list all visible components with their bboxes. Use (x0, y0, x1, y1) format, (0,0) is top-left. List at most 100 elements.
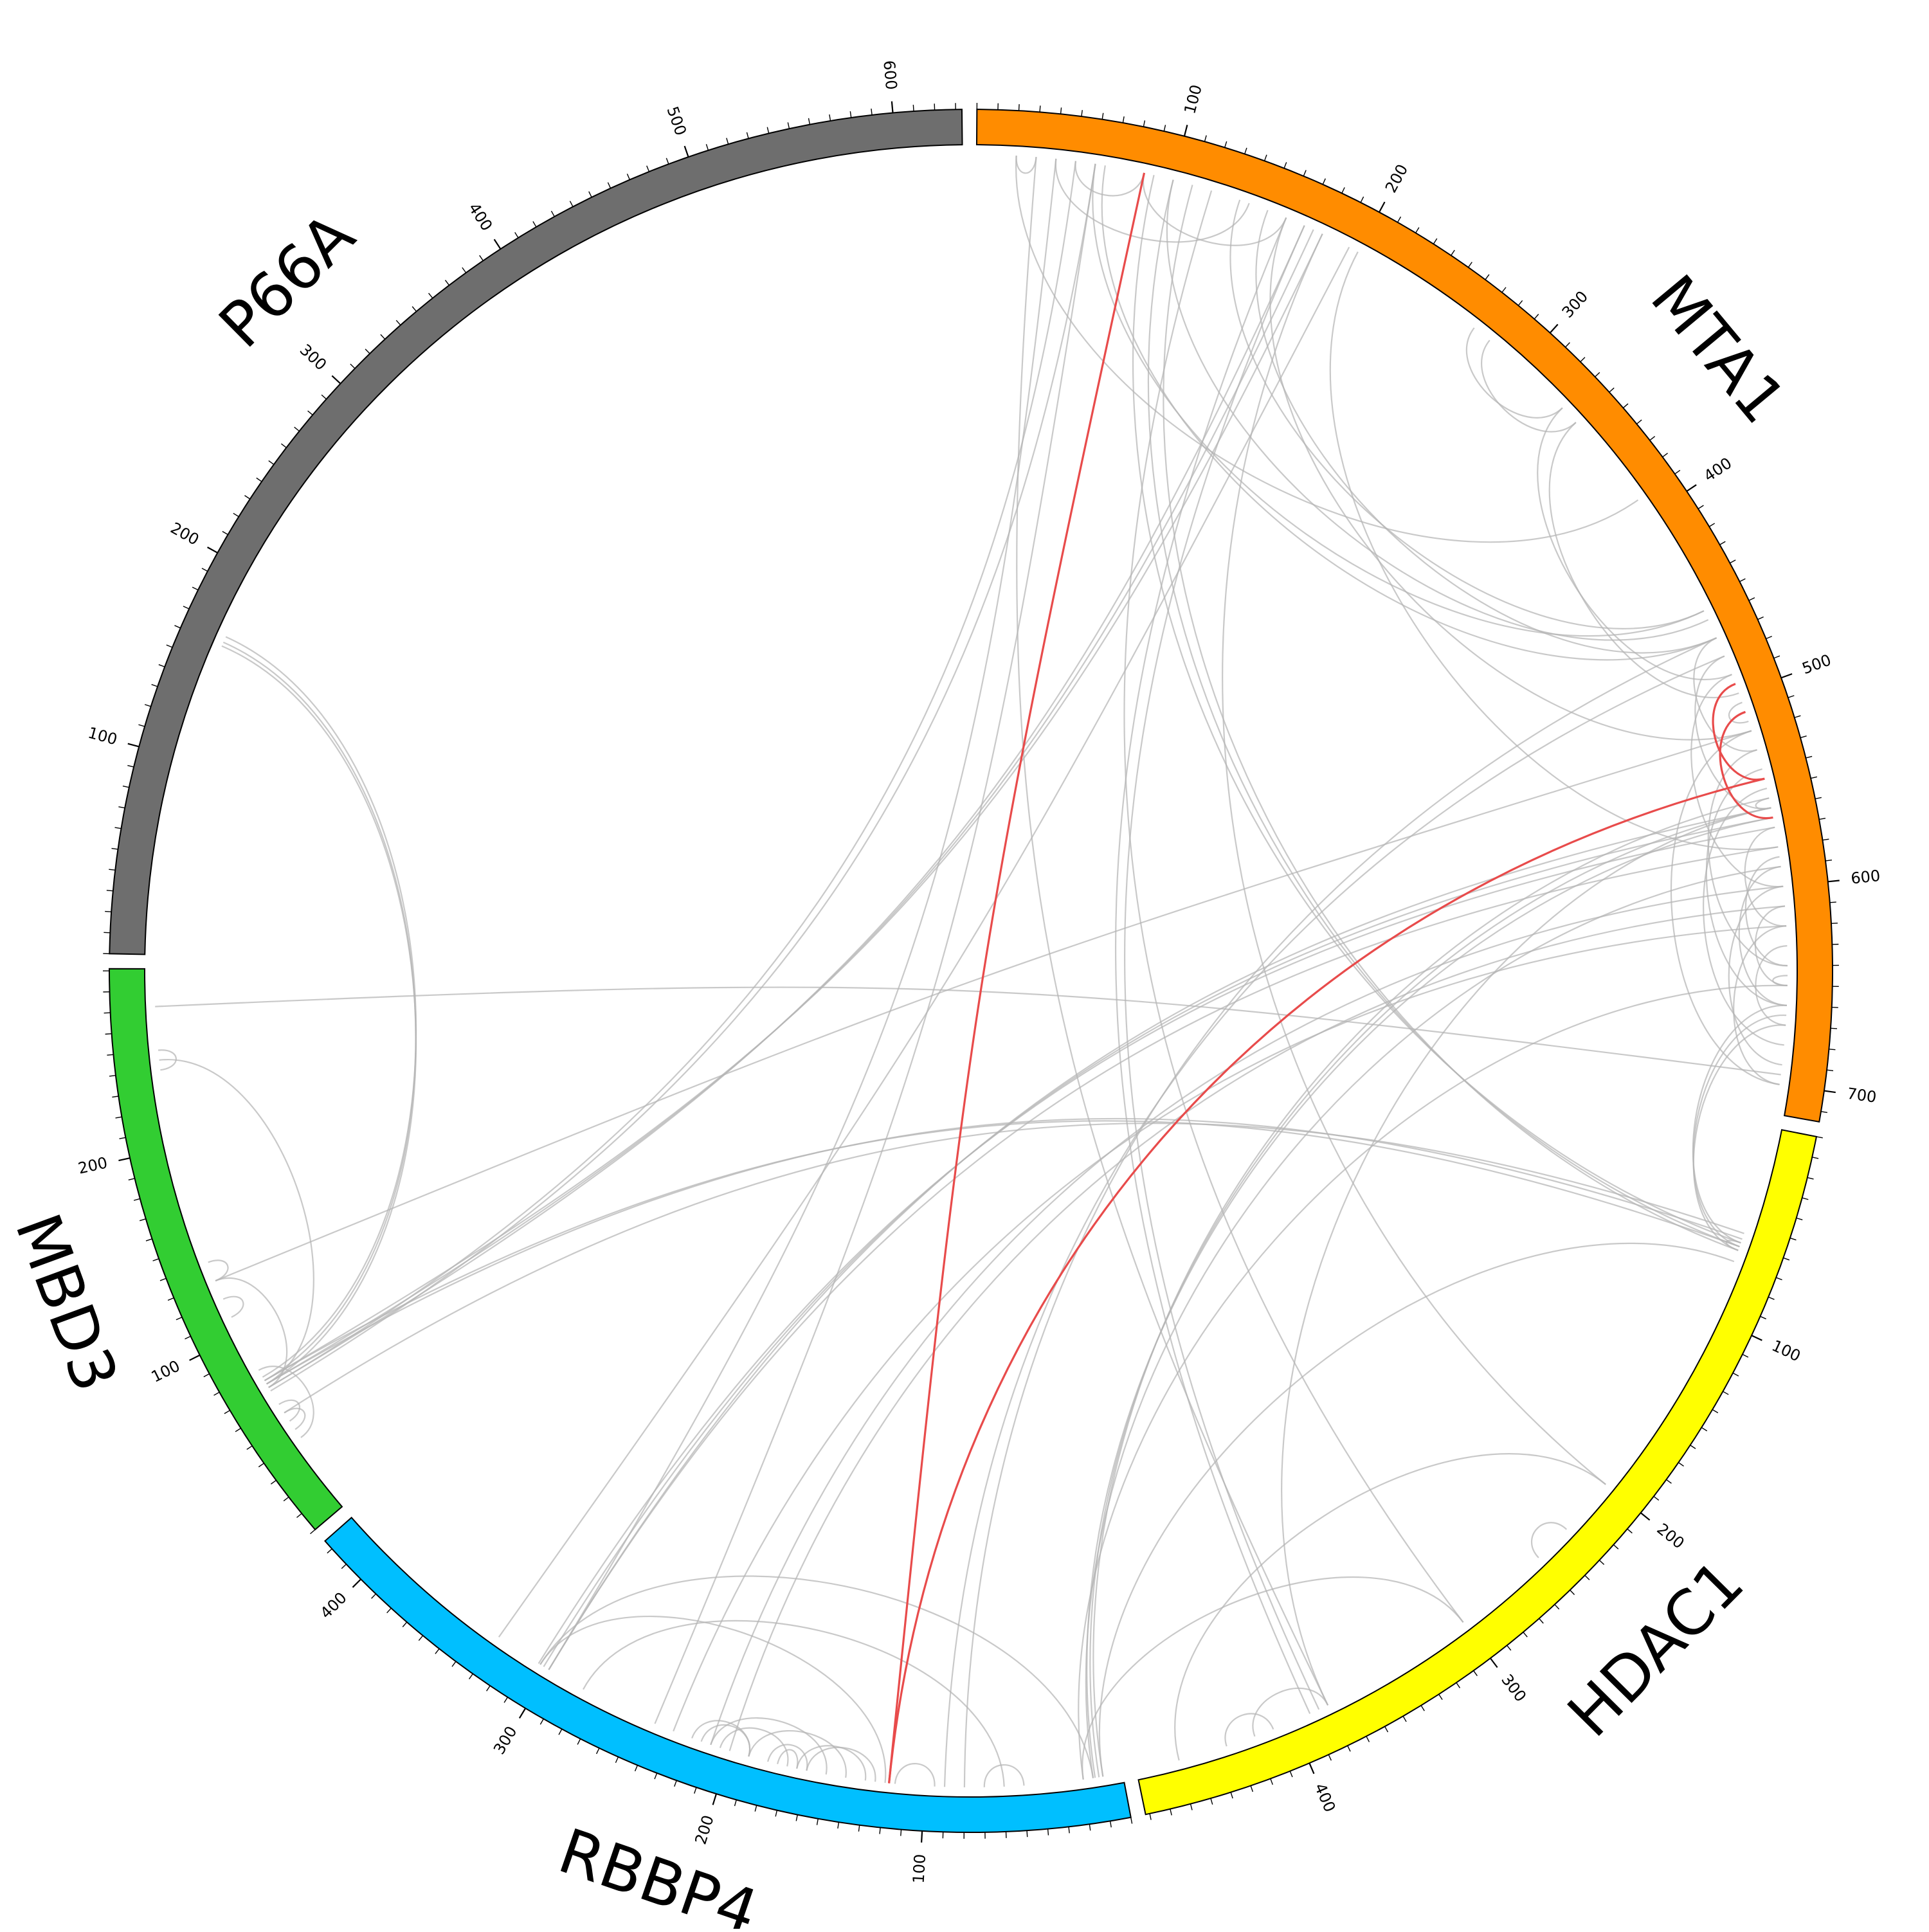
minor-tick-hdac1-80 (1768, 1297, 1774, 1299)
minor-tick-p66a-80 (123, 786, 129, 788)
minor-tick-hdac1-130 (1723, 1391, 1728, 1395)
tick-label-mta1-300: 300 (1559, 287, 1592, 321)
minor-tick-p66a-460 (608, 183, 610, 188)
minor-tick-rbbp4-20 (1089, 1824, 1090, 1830)
minor-tick-rbbp4-180 (755, 1805, 756, 1812)
minor-tick-p66a-170 (183, 606, 189, 609)
minor-tick-p66a-250 (269, 461, 274, 465)
crosslink-94 (702, 1725, 750, 1756)
minor-tick-mta1-620 (1831, 923, 1838, 924)
major-tick-rbbp4-100 (921, 1831, 922, 1843)
minor-tick-mta1-270 (1502, 287, 1506, 293)
minor-tick-rbbp4-240 (635, 1765, 638, 1771)
tick-label-mta1-200: 200 (1382, 161, 1411, 196)
major-tick-p66a-200 (208, 547, 218, 553)
minor-tick-rbbp4-420 (327, 1549, 332, 1553)
major-tick-rbbp4-300 (520, 1708, 525, 1718)
minor-tick-rbbp4-0 (1131, 1818, 1132, 1824)
minor-tick-p66a-150 (167, 645, 172, 647)
minor-tick-hdac1-270 (1539, 1618, 1544, 1623)
minor-tick-p66a-230 (244, 496, 249, 499)
minor-tick-hdac1-410 (1290, 1771, 1292, 1777)
crosslink-96 (895, 1764, 935, 1787)
crosslink-53 (730, 906, 1785, 1751)
tick-label-p66a-400: 400 (465, 200, 496, 235)
crosslink-27 (1746, 857, 1788, 966)
minor-tick-mta1-390 (1675, 470, 1680, 474)
minor-tick-mta1-20 (1019, 104, 1020, 111)
minor-tick-hdac1-0 (1816, 1137, 1823, 1138)
minor-tick-mta1-540 (1806, 756, 1812, 757)
minor-tick-hdac1-90 (1761, 1316, 1766, 1319)
crosslink-78 (1225, 1713, 1273, 1746)
minor-tick-rbbp4-340 (452, 1661, 456, 1666)
minor-tick-mta1-440 (1730, 560, 1735, 563)
minor-tick-mbd3-230 (112, 1096, 118, 1097)
minor-tick-hdac1-70 (1776, 1277, 1782, 1280)
protein-label-hdac1: HDAC1 (1554, 1546, 1757, 1751)
minor-tick-rbbp4-290 (540, 1719, 543, 1725)
tick-label-mbd3-100: 100 (149, 1357, 183, 1386)
minor-tick-p66a-440 (570, 201, 573, 207)
major-tick-mta1-600 (1828, 880, 1840, 881)
minor-tick-hdac1-330 (1439, 1694, 1442, 1699)
minor-tick-hdac1-30 (1802, 1198, 1809, 1200)
crosslink-69 (215, 731, 1752, 1281)
minor-tick-p66a-290 (322, 395, 326, 399)
tick-label-mbd3-200: 200 (77, 1153, 109, 1177)
minor-tick-hdac1-390 (1328, 1755, 1331, 1760)
minor-tick-mta1-250 (1469, 262, 1472, 267)
minor-tick-hdac1-320 (1456, 1683, 1460, 1688)
crosslink-105 (222, 646, 416, 1384)
minor-tick-mta1-610 (1830, 902, 1836, 903)
minor-tick-hdac1-370 (1366, 1737, 1370, 1742)
minor-tick-p66a-120 (145, 705, 151, 707)
minor-tick-mbd3-140 (160, 1278, 166, 1281)
minor-tick-p66a-390 (480, 255, 484, 260)
minor-tick-mbd3-30 (271, 1480, 276, 1484)
major-tick-mta1-700 (1824, 1091, 1836, 1093)
minor-tick-mta1-170 (1323, 179, 1325, 185)
minor-tick-mta1-140 (1265, 155, 1267, 161)
tick-label-hdac1-300: 300 (1498, 1671, 1530, 1705)
tick-label-p66a-200: 200 (167, 519, 202, 549)
minor-tick-rbbp4-130 (858, 1825, 859, 1832)
crosslink-72 (155, 988, 1781, 1075)
minor-tick-hdac1-340 (1421, 1706, 1424, 1711)
minor-tick-hdac1-480 (1150, 1814, 1151, 1820)
minor-tick-rbbp4-210 (694, 1787, 696, 1793)
minor-tick-mbd3-0 (310, 1530, 315, 1533)
minor-tick-hdac1-180 (1666, 1479, 1671, 1483)
minor-tick-rbbp4-370 (403, 1622, 407, 1627)
minor-tick-hdac1-110 (1743, 1355, 1748, 1357)
minor-tick-hdac1-380 (1348, 1746, 1350, 1751)
minor-tick-mbd3-20 (284, 1497, 289, 1501)
minor-tick-p66a-410 (515, 232, 518, 238)
minor-tick-mta1-550 (1811, 777, 1817, 778)
segment-mta1 (977, 109, 1833, 1122)
minor-tick-mta1-90 (1164, 125, 1165, 131)
minor-tick-mbd3-60 (235, 1429, 240, 1432)
tick-marks-layer: 1002003004005006007001002003004001002003… (77, 60, 1881, 1884)
minor-tick-mbd3-80 (214, 1392, 220, 1395)
minor-tick-p66a-450 (589, 192, 592, 197)
major-tick-hdac1-200 (1641, 1513, 1650, 1520)
minor-tick-mta1-120 (1225, 141, 1227, 148)
minor-tick-hdac1-350 (1403, 1716, 1406, 1722)
minor-tick-mta1-130 (1245, 148, 1247, 154)
minor-tick-hdac1-230 (1599, 1560, 1604, 1565)
crosslink-63 (655, 164, 1096, 1724)
minor-tick-p66a-550 (788, 122, 789, 129)
major-tick-mta1-100 (1184, 125, 1187, 136)
minor-tick-mta1-520 (1795, 716, 1801, 718)
minor-tick-mta1-430 (1720, 541, 1726, 545)
minor-tick-mta1-570 (1819, 818, 1825, 820)
minor-tick-hdac1-450 (1211, 1798, 1213, 1805)
major-tick-rbbp4-200 (713, 1794, 716, 1805)
minor-tick-mbd3-10 (296, 1513, 302, 1517)
minor-tick-rbbp4-320 (487, 1686, 491, 1691)
minor-tick-p66a-380 (462, 267, 466, 273)
major-tick-p66a-600 (892, 102, 893, 113)
